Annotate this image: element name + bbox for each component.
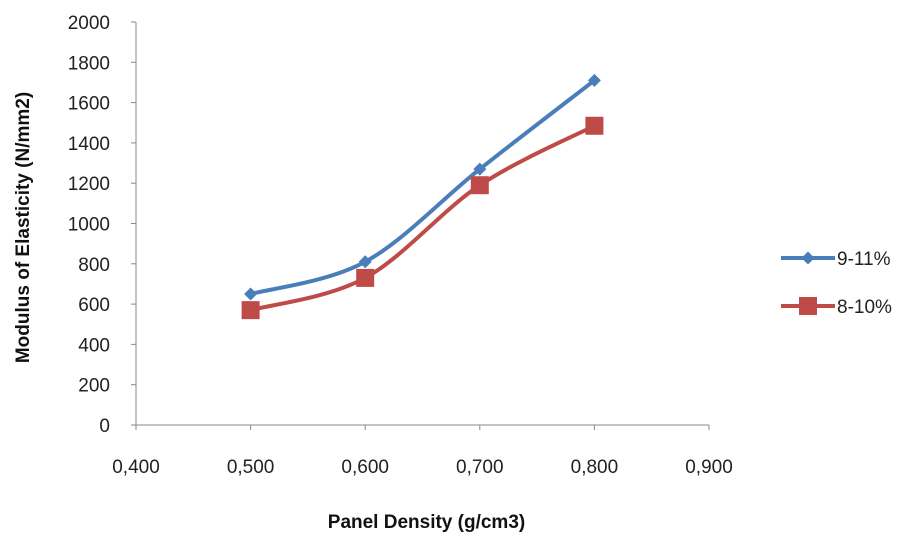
data-point-marker (473, 162, 487, 176)
y-tick-label: 1200 (68, 174, 110, 195)
series-1 (244, 73, 601, 301)
series-2 (241, 116, 604, 320)
data-point-marker (470, 176, 489, 195)
legend-marker (801, 251, 815, 265)
data-point-marker (587, 73, 601, 87)
legend-item: 9-11% (781, 249, 891, 270)
x-axis-title: Panel Density (g/cm3) (328, 512, 525, 533)
x-tick-label: 0,600 (341, 457, 389, 478)
y-axis-title: Modulus of Elasticity (N/mm2) (13, 92, 34, 363)
y-tick-label: 0 (99, 416, 110, 437)
data-point-marker (585, 116, 604, 135)
y-axis-ticks: 0 200 400 600 800 1000 1200 1400 1600 1800 2000 (68, 13, 136, 437)
series-layer (241, 73, 604, 320)
y-tick-label: 200 (78, 376, 110, 397)
legend-marker (799, 297, 817, 315)
series-line (248, 78, 597, 297)
series-line (248, 123, 597, 313)
legend-label: 9-11% (837, 249, 891, 270)
x-tick-label: 0,400 (112, 457, 160, 478)
y-tick-label: 2000 (68, 13, 110, 34)
x-axis-ticks: 0,400 0,500 0,600 0,700 0,800 0,900 (112, 425, 733, 478)
data-point-marker (356, 268, 375, 287)
legend: 9-11% 8-10% (781, 249, 892, 318)
x-tick-label: 0,900 (685, 457, 733, 478)
data-point-marker (241, 301, 260, 320)
x-tick-label: 0,700 (456, 457, 504, 478)
data-point-marker (244, 287, 258, 301)
y-tick-label: 400 (78, 335, 110, 356)
legend-item: 8-10% (781, 297, 892, 318)
y-tick-label: 1000 (68, 215, 110, 236)
y-tick-label: 1800 (68, 53, 110, 74)
y-tick-label: 600 (78, 295, 110, 316)
x-tick-label: 0,800 (571, 457, 619, 478)
legend-label: 8-10% (837, 297, 892, 318)
y-tick-label: 800 (78, 255, 110, 276)
y-tick-label: 1400 (68, 134, 110, 155)
x-tick-label: 0,500 (227, 457, 275, 478)
y-tick-label: 1600 (68, 94, 110, 115)
data-point-marker (358, 255, 372, 269)
